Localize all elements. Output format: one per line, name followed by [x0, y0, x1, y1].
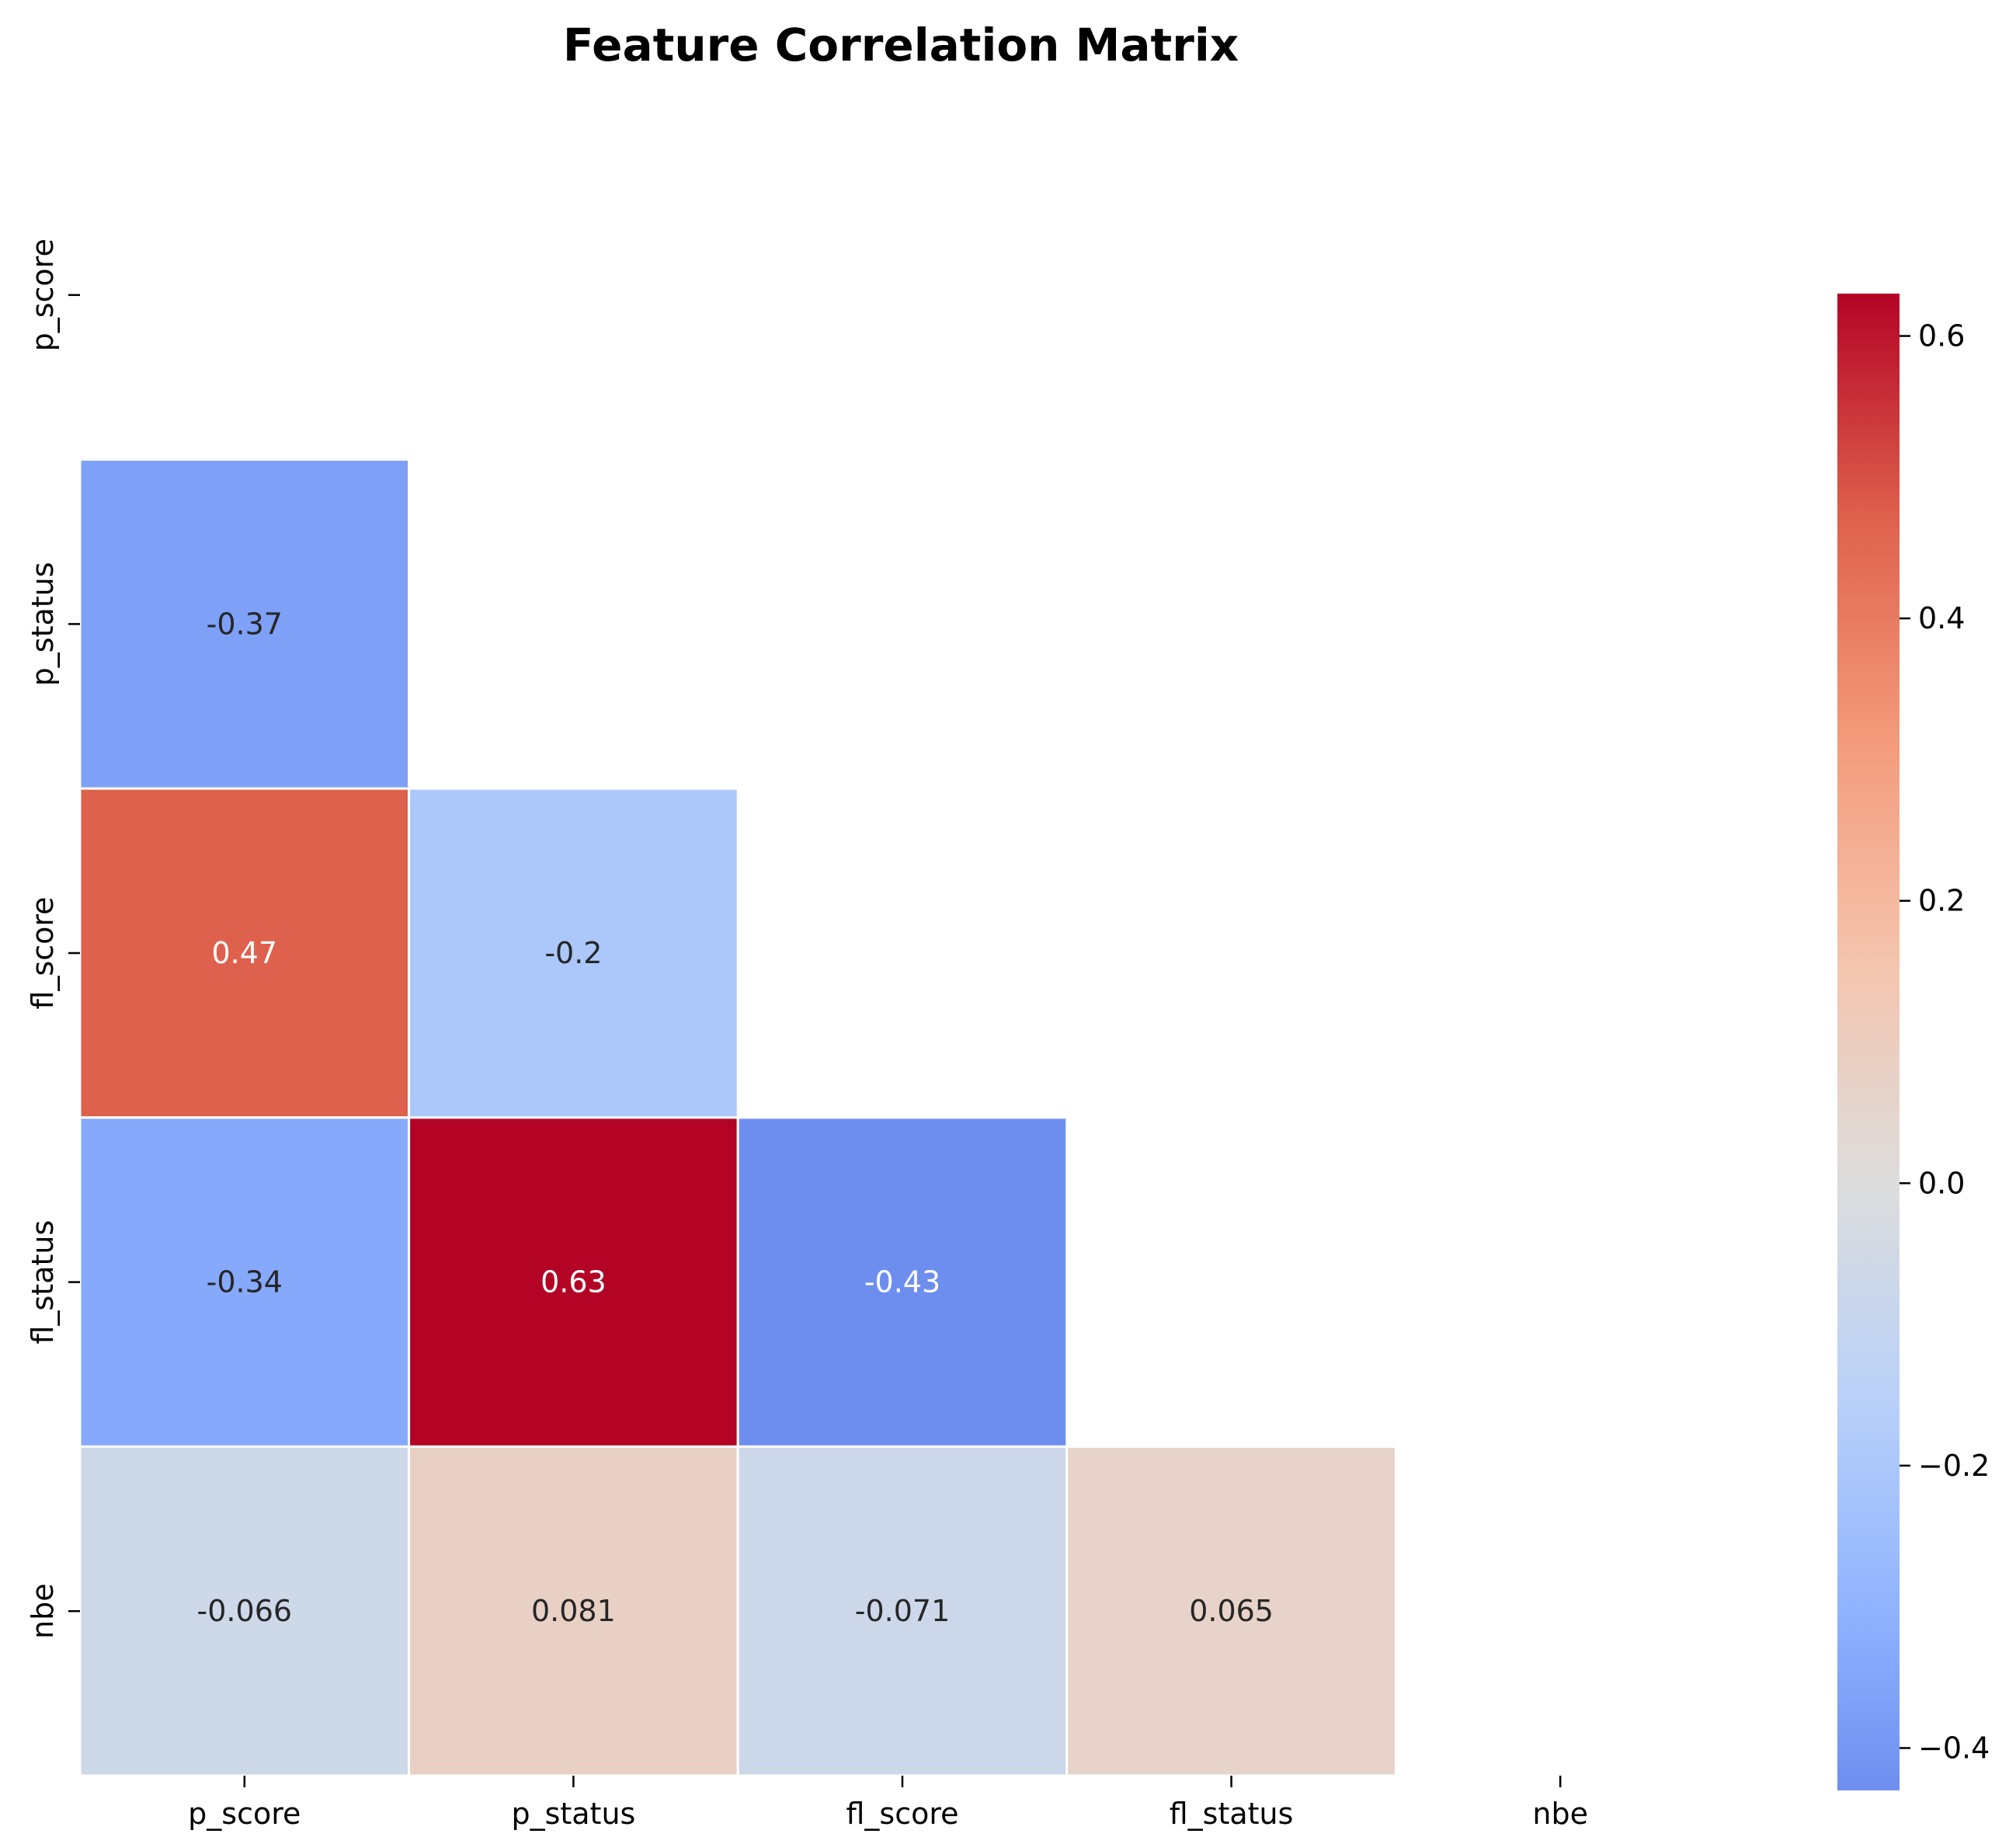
colorbar-tick-label: 0.6 — [1918, 319, 1965, 353]
heatmap-cells: -0.37 0.47 -0.2 -0.34 0.63 -0.43 -0.066 0.081 -0… — [78, 458, 1397, 1777]
colorbar: −0.4 −0.2 0.0 0.2 0.4 0.6 — [1837, 294, 1990, 1790]
y-tick-label-p_status: p_status — [26, 562, 60, 686]
cell-value-label: 0.065 — [1189, 1594, 1274, 1628]
cell-value-label: -0.34 — [207, 1265, 283, 1299]
y-tick-label-nbe: nbe — [26, 1583, 60, 1639]
y-tick-label-fl_score: fl_score — [26, 896, 60, 1009]
x-axis: p_score p_status fl_score fl_status nbe — [188, 1776, 1588, 1831]
chart-title: Feature Correlation Matrix — [563, 19, 1239, 71]
heatmap-cell-fl_score-p_score — [78, 787, 411, 1119]
y-tick-label-fl_status: fl_status — [26, 1220, 60, 1345]
cell-value-label: 0.47 — [211, 936, 277, 970]
colorbar-tick-label: 0.2 — [1918, 884, 1965, 918]
x-tick-label-p_score: p_score — [188, 1797, 301, 1831]
heatmap-cell-nbe-p_status — [408, 1445, 739, 1777]
heatmap-cell-nbe-fl_status — [1065, 1445, 1397, 1777]
cell-value-label: -0.066 — [197, 1594, 293, 1628]
x-tick-label-nbe: nbe — [1532, 1797, 1588, 1831]
heatmap-cell-fl_score-p_status — [408, 787, 739, 1119]
cell-value-label: 0.081 — [531, 1594, 616, 1628]
cell-value-label: -0.43 — [864, 1265, 940, 1299]
colorbar-tick-label: −0.4 — [1918, 1731, 1990, 1765]
colorbar-tick-label: 0.4 — [1918, 601, 1965, 635]
heatmap-cell-fl_status-p_score — [78, 1116, 411, 1448]
heatmap-cell-fl_status-fl_score — [736, 1116, 1069, 1448]
cell-value-label: 0.63 — [540, 1265, 607, 1299]
heatmap-cell-fl_status-p_status — [408, 1116, 739, 1448]
x-tick-label-p_status: p_status — [511, 1797, 635, 1831]
cell-value-label: -0.37 — [207, 607, 283, 641]
colorbar-gradient — [1837, 294, 1900, 1790]
colorbar-tick-label: 0.0 — [1918, 1166, 1965, 1200]
y-tick-label-p_score: p_score — [26, 238, 60, 351]
x-tick-label-fl_status: fl_status — [1170, 1797, 1294, 1831]
colorbar-tick-label: −0.2 — [1918, 1449, 1990, 1483]
heatmap-cell-p_status-p_score — [78, 458, 411, 790]
x-tick-label-fl_score: fl_score — [846, 1797, 958, 1831]
cell-value-label: -0.071 — [855, 1594, 951, 1628]
cell-value-label: -0.2 — [544, 936, 602, 970]
